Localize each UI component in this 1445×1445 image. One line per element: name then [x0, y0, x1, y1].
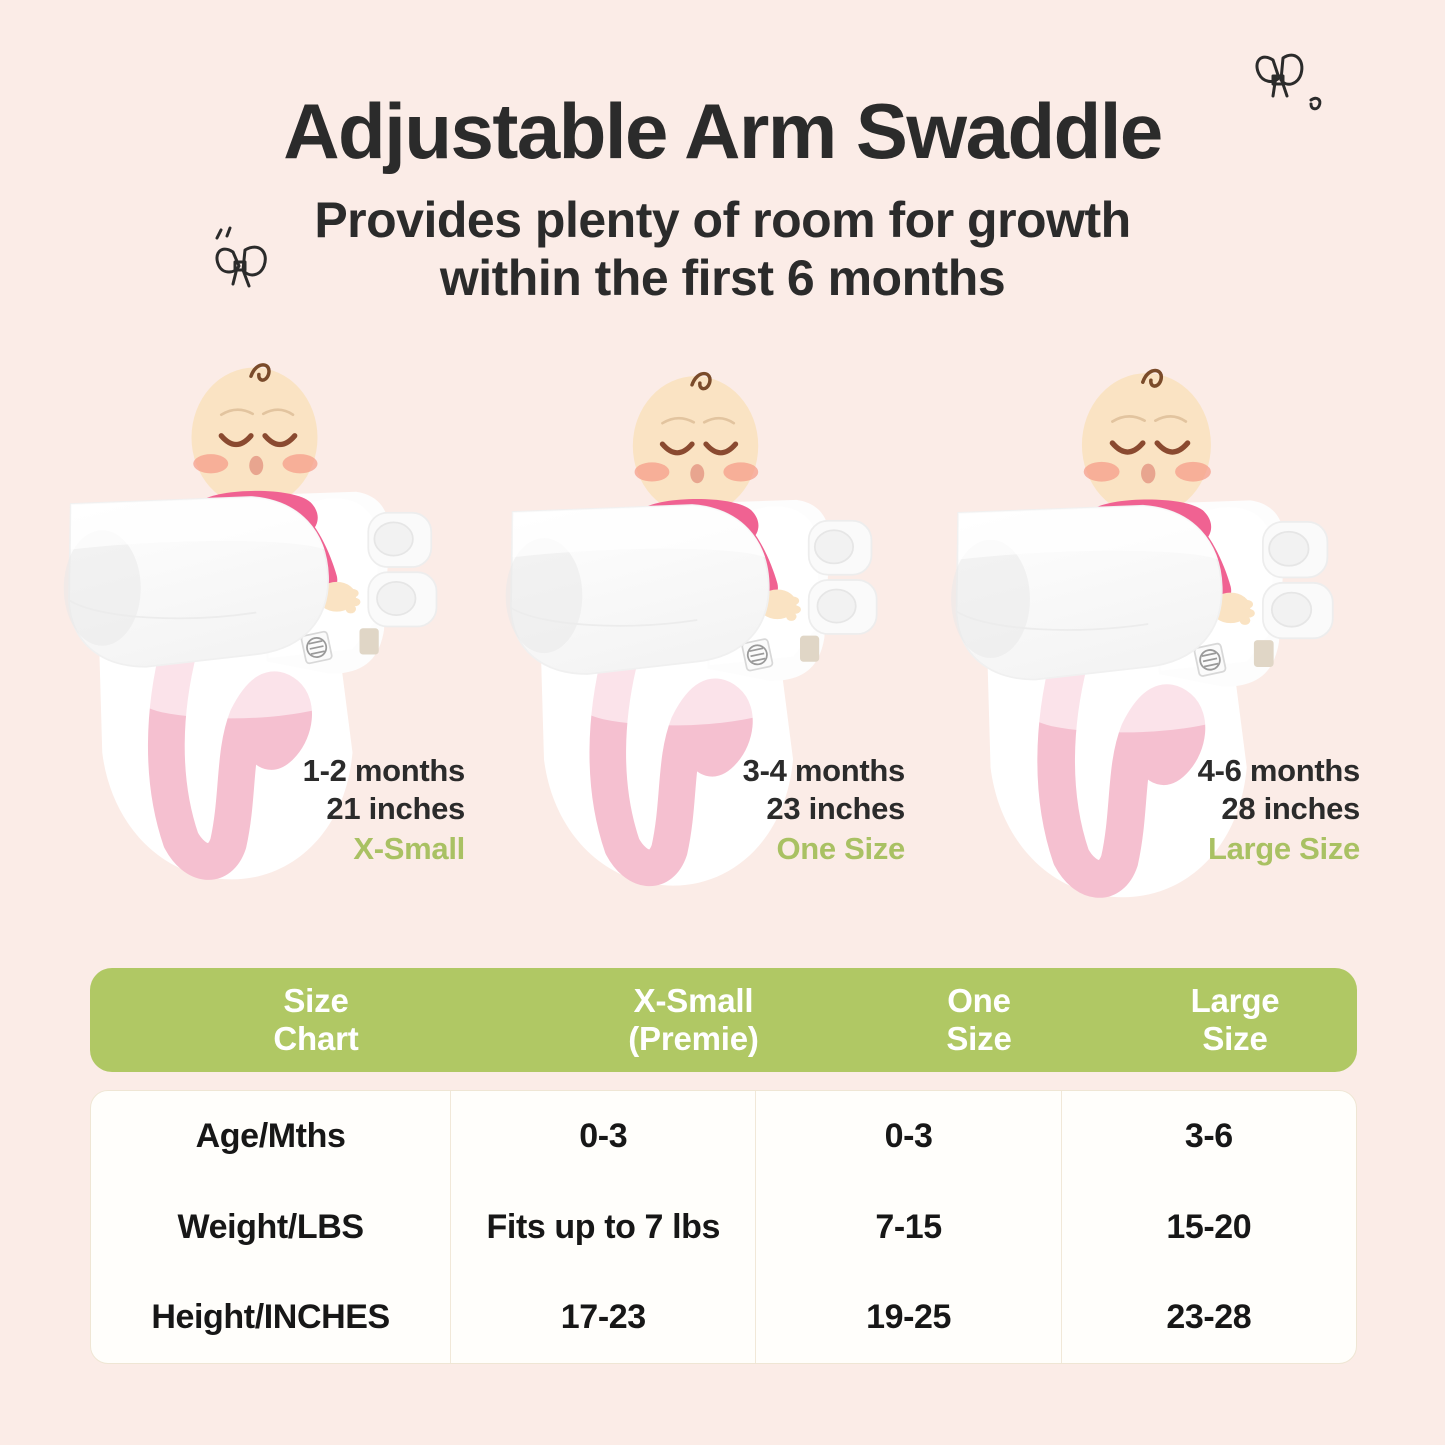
- table-column-large-size: 3-6 15-20 23-28: [1060, 1091, 1356, 1363]
- table-header-one-size: One Size: [946, 981, 1012, 1057]
- baby-head-icon: [1081, 368, 1211, 517]
- page-subtitle: Provides plenty of room for growth withi…: [0, 192, 1445, 307]
- table-row-label-height: Height/INCHES: [151, 1298, 390, 1337]
- table-cell-age-one-size: 0-3: [884, 1116, 933, 1155]
- swaddle-illustration-large-size: [935, 338, 1365, 915]
- snap-tabs-icon: [1253, 520, 1334, 667]
- table-cell-weight-x-small: Fits up to 7 lbs: [486, 1207, 721, 1246]
- brand-tag-icon: [741, 638, 774, 672]
- table-row-label-weight: Weight/LBS: [177, 1207, 365, 1246]
- caption-age: 3-4 months: [742, 753, 906, 788]
- swaddle-illustration-x-small: [48, 340, 468, 890]
- caption-age: 1-2 months: [302, 753, 466, 788]
- size-caption-large-size: 4-6 months 28 inches Large Size: [948, 752, 1361, 867]
- size-caption-x-small: 1-2 months 21 inches X-Small: [60, 752, 466, 867]
- snap-tabs-icon: [800, 519, 878, 662]
- caption-age: 4-6 months: [1197, 753, 1361, 788]
- caption-size-label: Large Size: [1207, 830, 1360, 866]
- table-column-one-size: 0-3 7-15 19-25: [755, 1091, 1060, 1363]
- table-cell-weight-one-size: 7-15: [875, 1207, 942, 1246]
- table-column-labels: Age/Mths Weight/LBS Height/INCHES: [91, 1091, 450, 1363]
- caption-length: 23 inches: [766, 790, 905, 826]
- butterfly-doodle-top-right-icon: [1243, 42, 1333, 127]
- swaddle-illustration-one-size: [490, 340, 908, 905]
- table-header-large-size: Large Size: [1190, 981, 1280, 1057]
- swaddle-illustration-row: [0, 330, 1445, 898]
- table-cell-height-x-small: 17-23: [560, 1298, 646, 1337]
- subtitle-line-1: Provides plenty of room for growth: [314, 192, 1131, 248]
- caption-size-label: One Size: [776, 830, 905, 866]
- header-block: Adjustable Arm Swaddle Provides plenty o…: [0, 0, 1445, 307]
- table-row-label-age: Age/Mths: [195, 1116, 346, 1155]
- table-header-x-small: X-Small (Premie): [628, 981, 759, 1057]
- butterfly-doodle-left-icon: [203, 222, 293, 307]
- baby-head-icon: [191, 363, 318, 508]
- size-caption-one-size: 3-4 months 23 inches One Size: [500, 752, 906, 867]
- baby-head-icon: [632, 371, 759, 516]
- table-body: Age/Mths Weight/LBS Height/INCHES 0-3 Fi…: [90, 1090, 1357, 1364]
- table-header-row: Size Chart X-Small (Premie) One Size Lar…: [90, 968, 1357, 1072]
- table-header-size-chart: Size Chart: [273, 981, 359, 1057]
- subtitle-line-2: within the first 6 months: [439, 249, 1006, 306]
- snap-tabs-icon: [359, 511, 438, 655]
- caption-length: 21 inches: [326, 790, 465, 826]
- table-column-x-small: 0-3 Fits up to 7 lbs 17-23: [450, 1091, 755, 1363]
- table-cell-age-large-size: 3-6: [1184, 1116, 1233, 1155]
- brand-tag-icon: [300, 630, 333, 665]
- size-chart-table: Size Chart X-Small (Premie) One Size Lar…: [90, 968, 1357, 1364]
- brand-tag-icon: [1193, 642, 1227, 677]
- page-title: Adjustable Arm Swaddle: [283, 87, 1163, 175]
- table-cell-weight-large-size: 15-20: [1166, 1207, 1252, 1246]
- table-cell-height-large-size: 23-28: [1166, 1298, 1252, 1337]
- table-cell-age-x-small: 0-3: [579, 1116, 628, 1155]
- caption-length: 28 inches: [1221, 790, 1360, 826]
- table-cell-height-one-size: 19-25: [866, 1298, 952, 1337]
- caption-size-label: X-Small: [353, 830, 465, 866]
